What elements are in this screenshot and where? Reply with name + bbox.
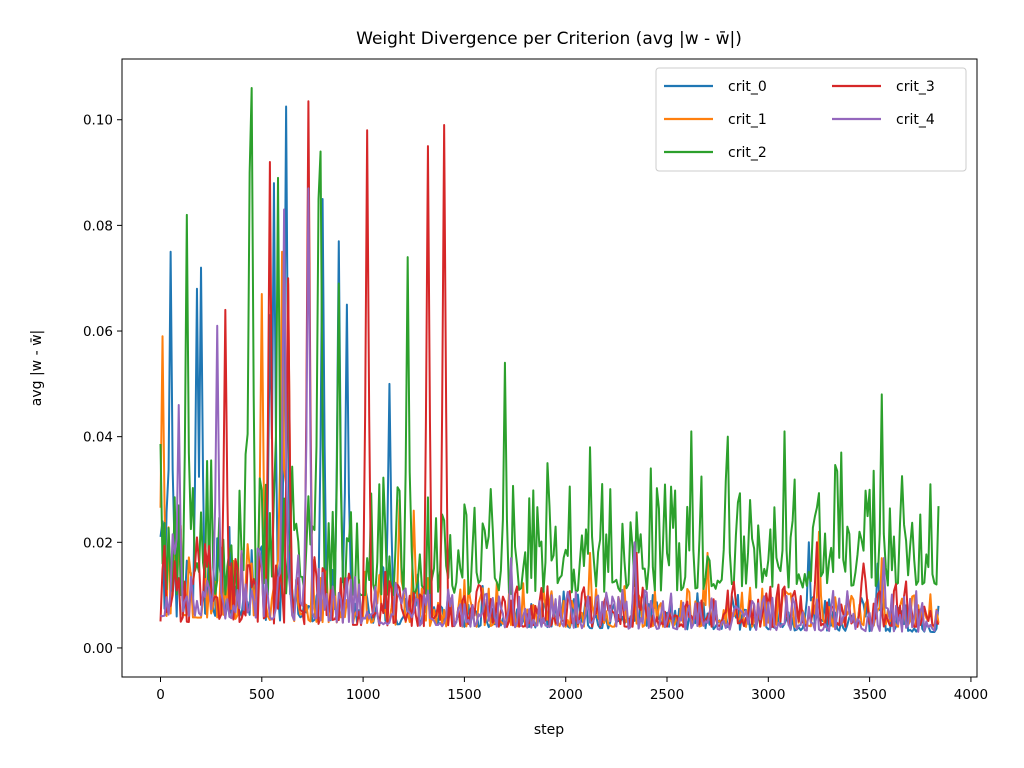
series-line-crit_2 (159, 87, 940, 597)
x-tick-label: 3500 (852, 687, 886, 703)
y-axis-title: avg |w - w̄| (29, 330, 45, 407)
legend-frame (655, 67, 967, 172)
legend: crit_0 crit_1 crit_2 crit_3 crit_4 (655, 67, 967, 172)
x-axis: 0 500 1000 1500 2000 2500 3000 3500 4000 (156, 677, 988, 703)
x-tick-label: 3000 (751, 687, 785, 703)
legend-label-crit_2: crit_2 (728, 145, 767, 161)
x-tick-label: 1000 (346, 687, 380, 703)
y-tick-label: 0.08 (83, 218, 113, 234)
y-tick-label: 0.10 (83, 113, 113, 129)
x-tick-label: 2000 (549, 687, 583, 703)
x-tick-label: 4000 (954, 687, 988, 703)
x-tick-label: 1500 (447, 687, 481, 703)
y-axis: 0.00 0.02 0.04 0.06 0.08 0.10 (83, 113, 122, 657)
y-tick-label: 0.04 (83, 430, 113, 446)
y-tick-label: 0.06 (83, 324, 113, 340)
plot-area (159, 87, 940, 634)
series-line-crit_4 (160, 187, 940, 633)
x-axis-title: step (534, 722, 564, 738)
legend-label-crit_3: crit_3 (896, 79, 935, 95)
y-tick-label: 0.00 (83, 641, 113, 657)
x-tick-label: 500 (249, 687, 275, 703)
x-tick-label: 2500 (650, 687, 684, 703)
legend-label-crit_4: crit_4 (896, 112, 935, 128)
legend-label-crit_1: crit_1 (728, 112, 767, 128)
legend-label-crit_0: crit_0 (728, 79, 767, 95)
y-tick-label: 0.02 (83, 535, 113, 551)
plot-frame (121, 58, 978, 678)
x-tick-label: 0 (156, 687, 165, 703)
chart-title: Weight Divergence per Criterion (avg |w … (356, 29, 742, 49)
